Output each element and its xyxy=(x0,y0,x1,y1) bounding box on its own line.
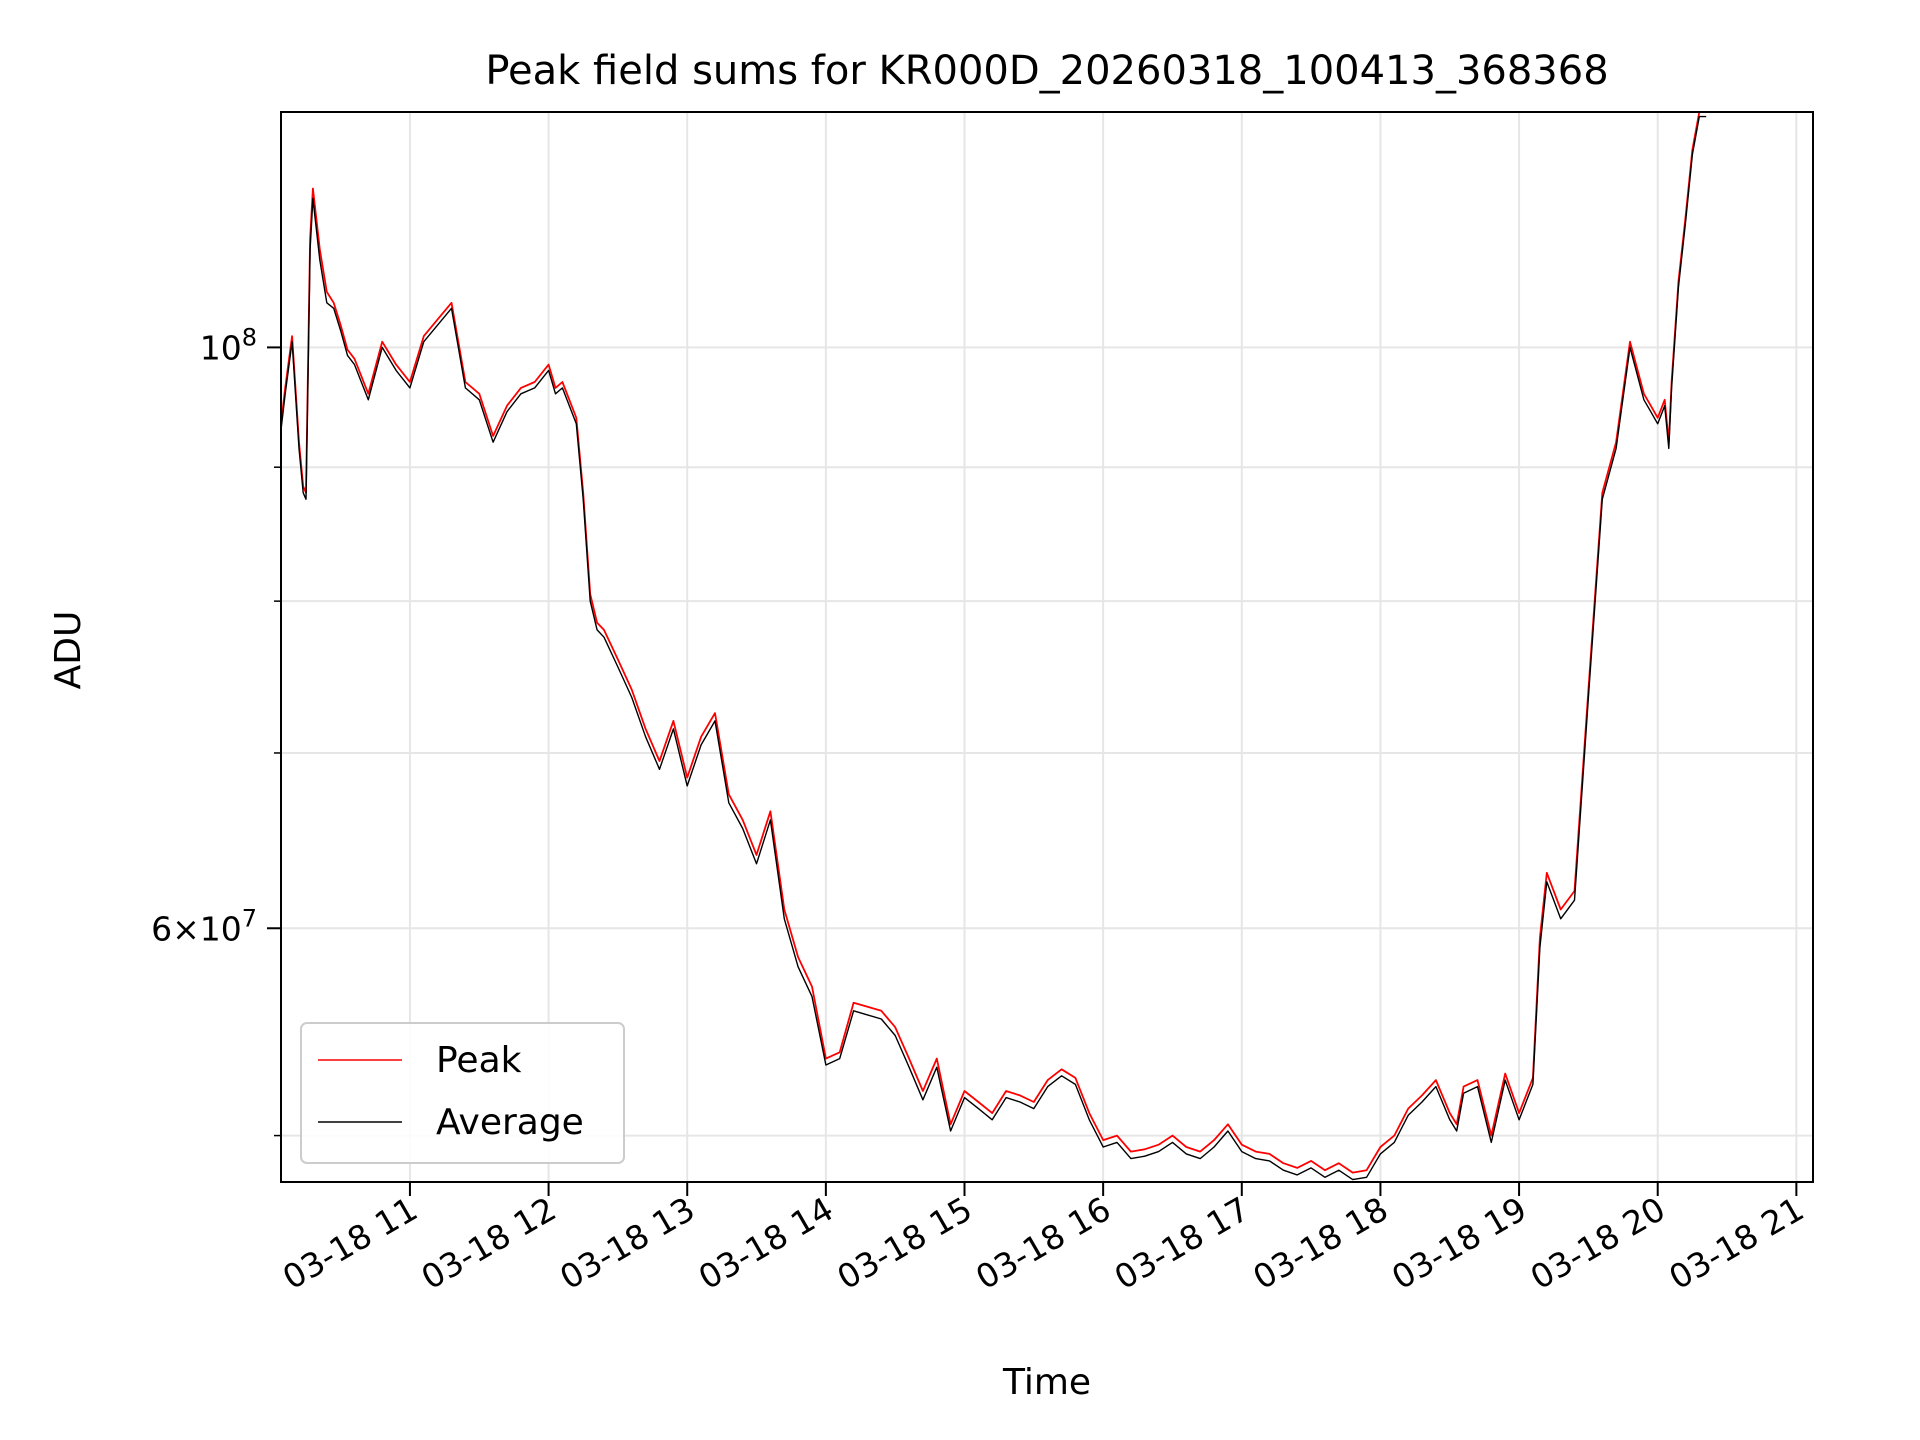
grid-layer xyxy=(281,112,1813,1182)
chart-title: Peak field sums for KR000D_20260318_1004… xyxy=(485,48,1608,94)
legend-average-label: Average xyxy=(436,1102,584,1143)
series-line-average xyxy=(280,115,1707,1181)
legend-box xyxy=(300,1022,625,1164)
legend-peak-label: Peak xyxy=(436,1040,522,1081)
y-tick-label: 6×107 xyxy=(151,904,257,948)
y-axis-label: ADU xyxy=(48,611,89,690)
series-layer xyxy=(280,111,1707,1181)
legend: Peak Average xyxy=(300,1022,625,1164)
x-axis-label: Time xyxy=(1002,1362,1091,1403)
plot-area-frame xyxy=(280,111,1814,1183)
y-tick-label: 108 xyxy=(200,323,257,367)
series-line-peak xyxy=(280,111,1707,1174)
